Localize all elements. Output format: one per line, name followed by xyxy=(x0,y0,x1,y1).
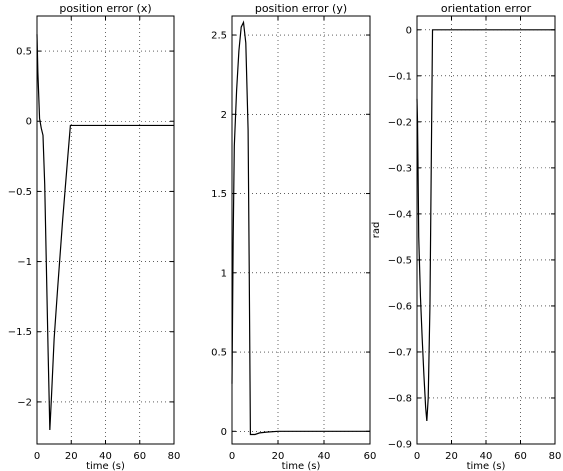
y-tick-label: −0.5 xyxy=(388,255,412,266)
y-tick-label: 0.5 xyxy=(16,47,32,58)
x-tick-label: 0 xyxy=(34,451,40,462)
x-axis-label: time (s) xyxy=(467,461,506,471)
x-tick-label: 20 xyxy=(65,451,78,462)
chart-panel-3: 0 20 40 60 80 0 −0.1 −0.2 −0.3 −0.4 −0.5 −0.6 −0.7 −0… xyxy=(371,2,561,471)
y-tick-label: −0.1 xyxy=(388,71,412,82)
x-axis-label: time (s) xyxy=(282,461,321,471)
x-tick-label: 60 xyxy=(514,451,527,462)
chart-title: orientation error xyxy=(441,2,532,15)
y-tick-label: −0.8 xyxy=(388,393,412,404)
y-tick-label: −0.5 xyxy=(8,187,32,198)
chart-title: position error (y) xyxy=(255,2,347,15)
series-line-1 xyxy=(36,34,174,430)
x-tick-label: 0 xyxy=(414,451,420,462)
chart-title: position error (x) xyxy=(59,2,151,15)
x-tick-label: 80 xyxy=(168,451,181,462)
x-tick-label: 40 xyxy=(480,451,493,462)
y-tick-label: 1.5 xyxy=(211,189,227,200)
chart-panel-1: 0 20 40 60 80 0.5 0 −0.5 −1 −1.5 −2 position error … xyxy=(8,2,181,471)
y-axis-label: rad xyxy=(371,222,382,239)
y-tick-label: −1 xyxy=(17,257,32,268)
chart-panel-2: 0 20 40 60 2.5 2 1.5 1 0.5 0 position error (y) tim… xyxy=(211,2,376,471)
y-tick-label: 0 xyxy=(26,117,32,128)
x-tick-label: 20 xyxy=(272,451,285,462)
y-tick-label: 2 xyxy=(221,110,227,121)
y-tick-label: −0.2 xyxy=(388,117,412,128)
y-tick-label: 0 xyxy=(406,25,412,36)
x-axis-label: time (s) xyxy=(86,461,125,471)
y-tick-label: −0.7 xyxy=(388,347,412,358)
x-tick-label: 60 xyxy=(133,451,146,462)
y-tick-label: −0.6 xyxy=(388,301,412,312)
y-tick-label: 1 xyxy=(221,268,227,279)
x-tick-label: 80 xyxy=(549,451,562,462)
y-tick-label: −0.3 xyxy=(388,163,412,174)
y-tick-label: −2 xyxy=(17,397,32,408)
x-tick-label: 60 xyxy=(364,451,377,462)
y-tick-label: −1.5 xyxy=(8,327,32,338)
x-tick-label: 40 xyxy=(318,451,331,462)
plot-area xyxy=(231,15,371,445)
y-tick-label: 0.5 xyxy=(211,348,227,359)
y-tick-label: −0.4 xyxy=(388,209,412,220)
series-line-1 xyxy=(231,20,370,436)
x-tick-label: 0 xyxy=(229,451,235,462)
y-tick-label: −0.9 xyxy=(388,440,412,451)
x-tick-label: 40 xyxy=(99,451,112,462)
x-tick-label: 20 xyxy=(445,451,458,462)
y-tick-label: 2.5 xyxy=(211,31,227,42)
series-line-1 xyxy=(416,29,555,422)
y-tick-label: 0 xyxy=(221,427,227,438)
